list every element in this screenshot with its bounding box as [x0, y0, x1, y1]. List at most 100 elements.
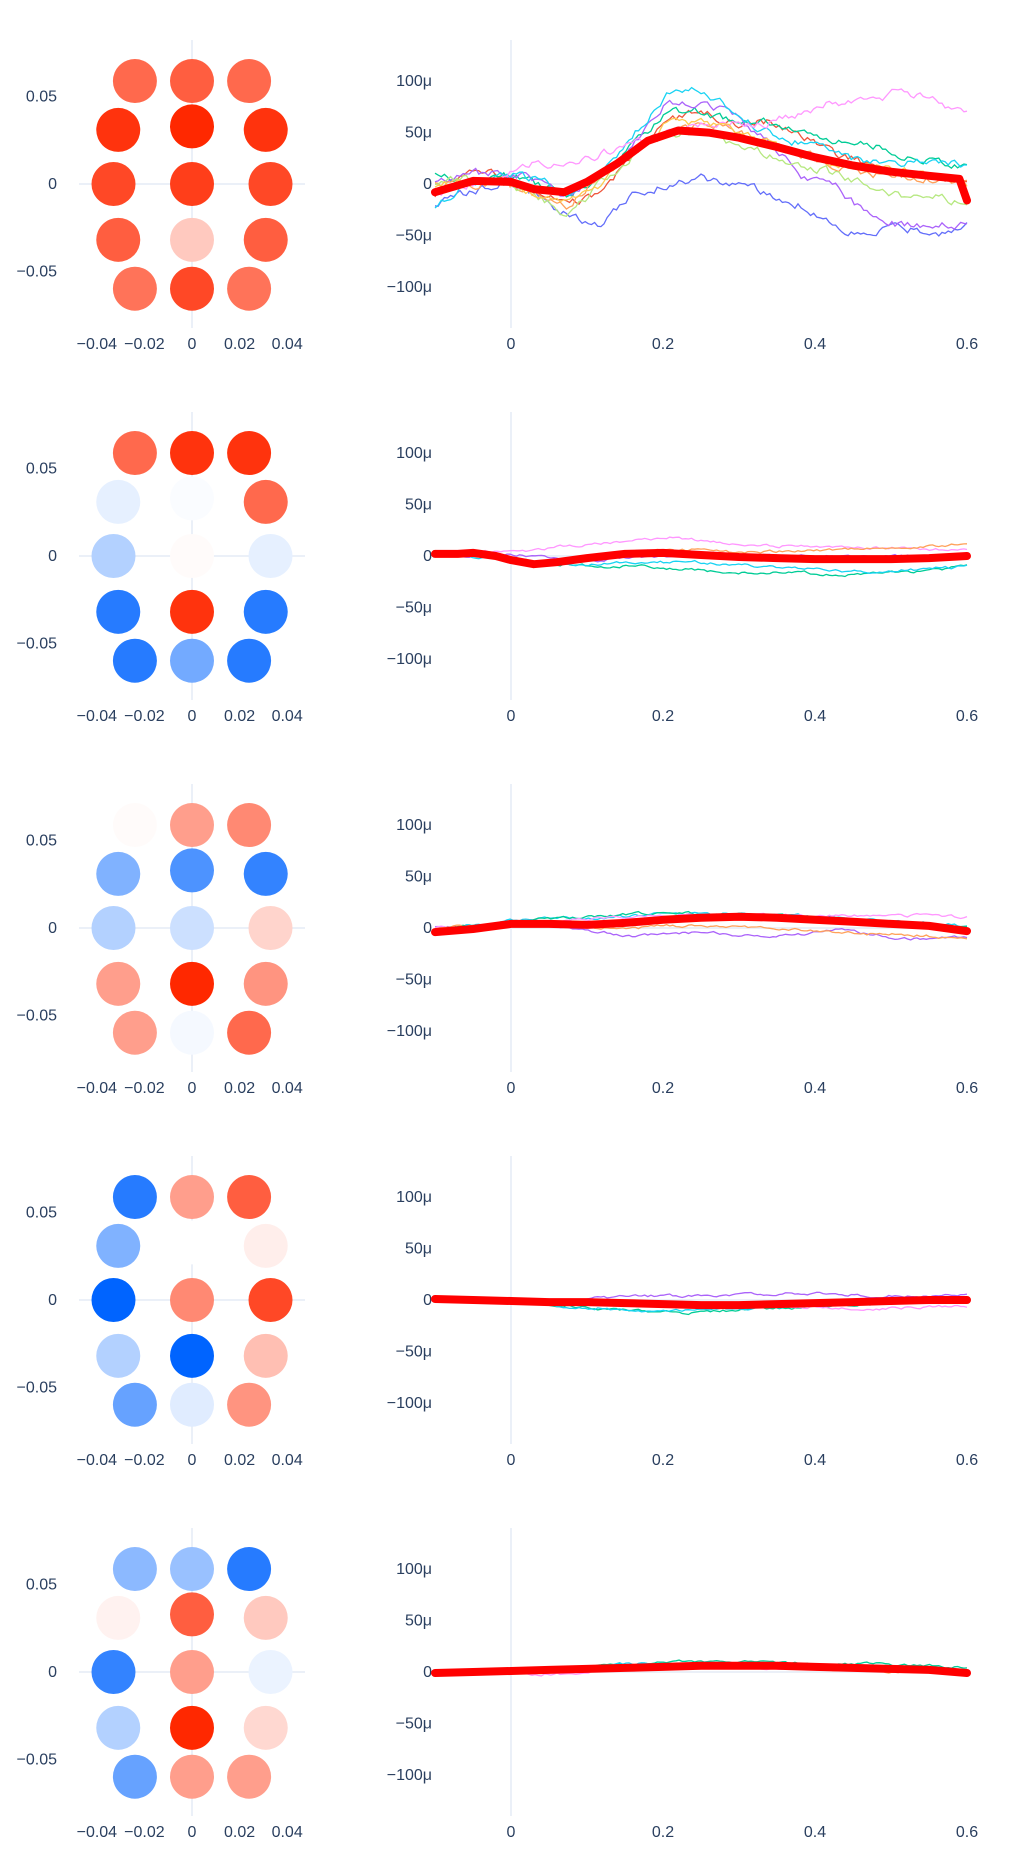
topomap-x-tick-label: −0.02: [124, 1452, 165, 1469]
timeseries-y-tick-label: 50μ: [405, 1613, 432, 1630]
sensor-marker: [96, 851, 141, 896]
topomap-panel: 0.05 0 −0.05 −0.04 −0.02 0 0.02 0.04: [17, 412, 305, 725]
sensor-marker: [170, 59, 214, 104]
timeseries-x-tick-label: 0.6: [956, 1452, 978, 1469]
sensor-marker: [91, 906, 136, 950]
topomap-panel: 0.05 0 −0.05 −0.04 −0.02 0 0.02 0.04: [17, 40, 305, 353]
timeseries-x-tick-label: 0: [507, 1080, 516, 1097]
sensor-marker: [170, 1010, 214, 1055]
sensor-marker: [112, 59, 157, 104]
timeseries-y-tick-label: 0: [423, 920, 432, 937]
timeseries-x-tick-label: 0: [507, 708, 516, 725]
timeseries-panel: 100μ 50μ 0 −50μ −100μ 0 0.2 0.4 0.6: [387, 784, 978, 1097]
sensor-marker: [112, 638, 157, 683]
topomap-x-tick-label: −0.04: [77, 708, 118, 725]
sensor-marker: [96, 479, 141, 524]
sensor-marker: [96, 589, 141, 634]
sensor-marker: [170, 1175, 214, 1220]
mean-trace: [431, 1661, 971, 1677]
sensor-marker: [227, 1382, 272, 1427]
timeseries-y-tick-label: 0: [423, 548, 432, 565]
topomap-x-tick-label: 0.04: [272, 336, 303, 353]
topomap-y-tick-label: 0.05: [26, 461, 57, 478]
timeseries-x-tick-label: 0.2: [652, 1080, 674, 1097]
topomap-y-tick-label: 0: [48, 920, 57, 937]
timeseries-y-tick-label: −100μ: [387, 1023, 432, 1040]
sensor-marker: [96, 217, 141, 262]
sensor-marker: [227, 431, 272, 476]
sensor-marker: [170, 217, 214, 262]
topomap-y-tick-label: 0.05: [26, 1205, 57, 1222]
timeseries-y-tick-label: −50μ: [396, 599, 432, 616]
sensor-marker: [170, 476, 214, 521]
sensor-marker: [243, 589, 288, 634]
topomap-y-tick-label: −0.05: [17, 1751, 58, 1768]
sensor-marker: [96, 1333, 141, 1378]
sensor-marker: [170, 1278, 214, 1322]
timeseries-y-tick-label: −100μ: [387, 279, 432, 296]
sensor-marker: [91, 534, 136, 578]
timeseries-x-tick-label: 0.6: [956, 1080, 978, 1097]
sensor-marker: [243, 1705, 288, 1750]
topomap-x-tick-label: −0.02: [124, 708, 165, 725]
sensor-marker: [170, 848, 214, 893]
timeseries-y-tick-label: 100μ: [396, 1189, 432, 1206]
topomap-x-tick-label: −0.02: [124, 1824, 165, 1841]
sensor-marker: [227, 266, 272, 311]
topomap-x-tick-label: −0.04: [77, 1452, 118, 1469]
timeseries-panel: 100μ 50μ 0 −50μ −100μ 0 0.2 0.4 0.6: [387, 1528, 978, 1841]
topomap-x-tick-label: −0.04: [77, 1824, 118, 1841]
timeseries-y-tick-label: −50μ: [396, 1343, 432, 1360]
sensor-marker: [170, 1220, 214, 1265]
sensor-marker: [243, 1223, 288, 1268]
sensor-marker: [170, 104, 214, 149]
sensor-marker: [227, 1175, 272, 1220]
sensor-marker: [227, 638, 272, 683]
sensor-marker: [170, 1592, 214, 1637]
topomap-panel: 0.05 0 −0.05 −0.04 −0.02 0 0.02 0.04: [17, 1156, 305, 1469]
sensor-marker: [170, 266, 214, 311]
sensor-marker: [112, 803, 157, 848]
component-row-2: 0.05 0 −0.05 −0.04 −0.02 0 0.02 0.04 100μ 50μ 0 −50…: [17, 412, 978, 725]
timeseries-y-tick-label: 100μ: [396, 445, 432, 462]
timeseries-x-tick-label: 0.6: [956, 1824, 978, 1841]
topomap-panel: 0.05 0 −0.05 −0.04 −0.02 0 0.02 0.04: [17, 784, 305, 1097]
topomap-x-tick-label: 0.02: [224, 1080, 255, 1097]
timeseries-x-tick-label: 0: [507, 1824, 516, 1841]
topomap-y-tick-label: −0.05: [17, 1379, 58, 1396]
topomap-x-tick-label: 0: [188, 1080, 197, 1097]
topomap-x-tick-label: −0.04: [77, 336, 118, 353]
timeseries-panel: 100μ 50μ 0 −50μ −100μ 0 0.2 0.4 0.6: [387, 40, 978, 353]
component-row-4: 0.05 0 −0.05 −0.04 −0.02 0 0.02 0.04 100μ 50μ 0 −50…: [17, 1156, 978, 1469]
sensor-trace: [434, 86, 967, 209]
topomap-panel: 0.05 0 −0.05 −0.04 −0.02 0 0.02 0.04: [17, 1528, 305, 1841]
topomap-x-tick-label: −0.04: [77, 1080, 118, 1097]
sensor-marker: [170, 961, 214, 1006]
topomap-x-tick-label: 0: [188, 336, 197, 353]
topomap-y-tick-label: 0.05: [26, 89, 57, 106]
sensor-marker: [243, 1333, 288, 1378]
timeseries-x-tick-label: 0.6: [956, 708, 978, 725]
sensor-trace: [434, 88, 968, 196]
topomap-x-tick-label: 0.02: [224, 708, 255, 725]
mean-trace: [431, 912, 971, 937]
sensor-marker: [227, 1547, 272, 1592]
topomap-x-tick-label: 0.04: [272, 1824, 303, 1841]
sensor-marker: [96, 1223, 141, 1268]
timeseries-x-tick-label: 0.2: [652, 336, 674, 353]
timeseries-y-tick-label: 100μ: [396, 817, 432, 834]
sensor-marker: [227, 1010, 272, 1055]
sensor-trace: [434, 109, 967, 206]
sensor-marker: [112, 1547, 157, 1592]
timeseries-x-tick-label: 0.4: [804, 1824, 826, 1841]
topomap-y-tick-label: −0.05: [17, 635, 58, 652]
sensor-marker: [112, 1754, 157, 1799]
sensor-marker: [170, 534, 214, 578]
sensor-marker: [170, 906, 214, 950]
timeseries-y-tick-label: 50μ: [405, 125, 432, 142]
sensor-marker: [243, 479, 288, 524]
sensor-marker: [227, 803, 272, 848]
sensor-marker: [96, 961, 141, 1006]
sensor-marker: [112, 1010, 157, 1055]
